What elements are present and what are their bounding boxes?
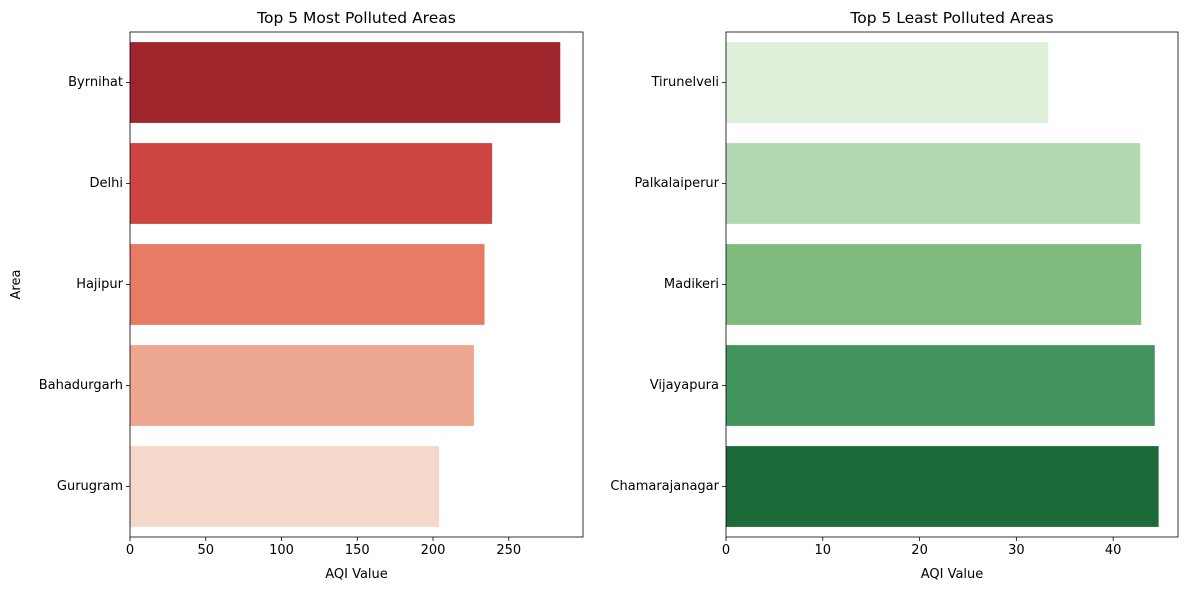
y-tick-label: Tirunelveli xyxy=(650,75,719,90)
bar-tirunelveli xyxy=(726,42,1049,123)
chart-title: Top 5 Most Polluted Areas xyxy=(256,9,456,27)
x-tick-label: 30 xyxy=(1008,543,1025,558)
y-tick-label: Bahadurgarh xyxy=(39,378,123,393)
y-tick-label: Chamarajanagar xyxy=(610,479,719,494)
bar-vijayapura xyxy=(726,345,1155,426)
axes-frame xyxy=(129,31,584,538)
bar-palkalaiperur xyxy=(726,143,1141,224)
bar-chamarajanagar xyxy=(726,446,1159,527)
y-tick-label: Delhi xyxy=(90,176,123,191)
bar-hajipur xyxy=(130,244,485,325)
x-tick-label: 10 xyxy=(815,543,832,558)
chart-most-polluted: Byrnihat Delhi Hajipur Bahadurgarh Gurugram 0… xyxy=(9,9,584,582)
y-axis-label: Area xyxy=(9,270,24,300)
axes-frame xyxy=(725,31,1179,538)
y-tick-label: Hajipur xyxy=(76,277,123,292)
x-tick-label: 0 xyxy=(722,543,730,558)
chart-least-polluted: Tirunelveli Palkalaiperur Madikeri Vijayapu… xyxy=(610,9,1179,582)
y-tick-label: Gurugram xyxy=(57,479,123,494)
x-tick-label: 20 xyxy=(911,543,928,558)
bar-madikeri xyxy=(726,244,1142,325)
y-tick-label: Byrnihat xyxy=(68,75,123,90)
x-axis-label: AQI Value xyxy=(325,567,388,582)
x-tick-label: 150 xyxy=(345,543,370,558)
y-tick-label: Vijayapura xyxy=(650,378,719,393)
bar-gurugram xyxy=(130,446,440,527)
y-tick-label: Palkalaiperur xyxy=(635,176,720,191)
x-axis-label: AQI Value xyxy=(921,567,984,582)
y-tick-label: Madikeri xyxy=(664,277,719,292)
x-tick-label: 250 xyxy=(496,543,521,558)
bar-byrnihat xyxy=(130,42,561,123)
x-tick-label: 50 xyxy=(197,543,214,558)
bar-delhi xyxy=(130,143,493,224)
x-tick-label: 200 xyxy=(421,543,446,558)
x-tick-label: 100 xyxy=(269,543,294,558)
x-tick-label: 0 xyxy=(126,543,134,558)
bar-bahadurgarh xyxy=(130,345,474,426)
chart-title: Top 5 Least Polluted Areas xyxy=(849,9,1053,27)
x-tick-label: 40 xyxy=(1105,543,1122,558)
